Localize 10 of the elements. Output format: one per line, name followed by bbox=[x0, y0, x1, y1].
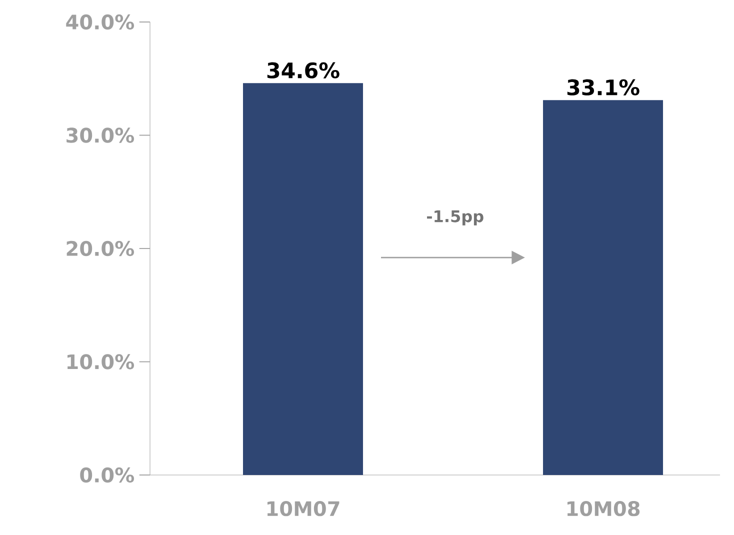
x-tick-label: 10M07 bbox=[267, 501, 340, 516]
annotation: -1.5pp bbox=[427, 210, 484, 226]
y-tick-label: 20.0% bbox=[66, 240, 134, 256]
y-tick-label: 40.0% bbox=[66, 14, 134, 30]
data-label: 33.1% bbox=[567, 79, 640, 96]
data-label: 34.6% bbox=[267, 62, 340, 78]
y-tick-label: 10.0% bbox=[67, 354, 134, 370]
y-tick-label: 0.0% bbox=[80, 467, 134, 483]
x-tick-label: 10M08 bbox=[567, 501, 640, 516]
y-tick-label: 30.0% bbox=[66, 128, 134, 143]
